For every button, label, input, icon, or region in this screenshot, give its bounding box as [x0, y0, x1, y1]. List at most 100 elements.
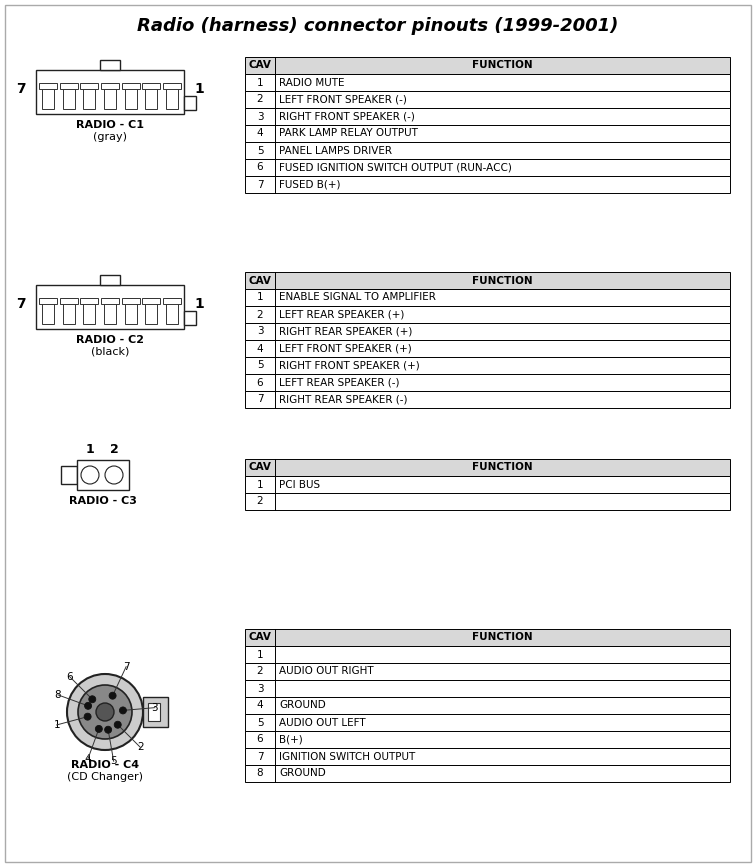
Text: CAV: CAV: [249, 462, 271, 473]
Text: 3: 3: [257, 112, 263, 121]
Text: AUDIO OUT RIGHT: AUDIO OUT RIGHT: [279, 667, 373, 676]
Bar: [39, 298, 57, 304]
Text: LEFT REAR SPEAKER (+): LEFT REAR SPEAKER (+): [279, 310, 404, 320]
Text: (gray): (gray): [93, 132, 127, 142]
Bar: [122, 298, 140, 304]
Text: 1: 1: [85, 443, 94, 456]
Circle shape: [81, 466, 99, 484]
Bar: [142, 83, 160, 89]
Text: FUSED B(+): FUSED B(+): [279, 179, 340, 190]
Text: 1: 1: [54, 720, 60, 730]
Bar: [163, 298, 181, 304]
Text: 7: 7: [257, 179, 263, 190]
Text: 3: 3: [257, 683, 263, 694]
Text: 1: 1: [257, 77, 263, 88]
Circle shape: [104, 727, 112, 733]
Bar: [104, 298, 116, 324]
Bar: [245, 74, 730, 91]
Bar: [83, 83, 95, 109]
Bar: [166, 298, 178, 324]
Circle shape: [85, 702, 91, 709]
Text: LEFT REAR SPEAKER (-): LEFT REAR SPEAKER (-): [279, 377, 399, 388]
Text: 4: 4: [257, 343, 263, 354]
Bar: [145, 298, 157, 324]
Text: 6: 6: [257, 162, 263, 173]
Bar: [245, 391, 730, 408]
Text: 2: 2: [257, 497, 263, 506]
Text: 1: 1: [194, 297, 204, 311]
Bar: [245, 306, 730, 323]
Text: 2: 2: [137, 742, 144, 753]
Bar: [245, 476, 730, 493]
Text: 6: 6: [257, 734, 263, 745]
Bar: [148, 703, 160, 721]
Bar: [245, 459, 730, 476]
Text: RADIO - C1: RADIO - C1: [76, 120, 144, 130]
Text: 7: 7: [257, 752, 263, 761]
Text: AUDIO OUT LEFT: AUDIO OUT LEFT: [279, 718, 366, 727]
Bar: [125, 298, 137, 324]
Bar: [184, 311, 196, 325]
Bar: [101, 298, 119, 304]
Text: 4: 4: [257, 701, 263, 710]
Text: IGNITION SWITCH OUTPUT: IGNITION SWITCH OUTPUT: [279, 752, 415, 761]
Text: (black): (black): [91, 347, 129, 357]
Bar: [245, 374, 730, 391]
Text: RIGHT FRONT SPEAKER (+): RIGHT FRONT SPEAKER (+): [279, 361, 420, 370]
Bar: [245, 731, 730, 748]
Text: CAV: CAV: [249, 633, 271, 642]
Text: 7: 7: [122, 662, 129, 672]
Text: 1: 1: [194, 82, 204, 96]
Bar: [36, 285, 184, 329]
Text: FUSED IGNITION SWITCH OUTPUT (RUN-ACC): FUSED IGNITION SWITCH OUTPUT (RUN-ACC): [279, 162, 512, 173]
Bar: [80, 83, 98, 89]
Bar: [166, 83, 178, 109]
Bar: [184, 96, 196, 110]
Bar: [245, 765, 730, 782]
Bar: [60, 298, 78, 304]
Text: 8: 8: [54, 690, 61, 700]
Text: 6: 6: [257, 377, 263, 388]
Bar: [245, 125, 730, 142]
Text: CAV: CAV: [249, 276, 271, 285]
Text: 3: 3: [257, 327, 263, 336]
Bar: [245, 142, 730, 159]
Text: 7: 7: [257, 394, 263, 405]
Bar: [245, 714, 730, 731]
Bar: [245, 108, 730, 125]
Bar: [143, 697, 168, 727]
Bar: [245, 176, 730, 193]
Circle shape: [78, 685, 132, 739]
Bar: [245, 340, 730, 357]
Text: FUNCTION: FUNCTION: [472, 462, 533, 473]
Text: 2: 2: [110, 443, 119, 456]
Text: 2: 2: [257, 95, 263, 105]
Text: GROUND: GROUND: [279, 701, 326, 710]
Text: 4: 4: [257, 128, 263, 139]
Text: ENABLE SIGNAL TO AMPLIFIER: ENABLE SIGNAL TO AMPLIFIER: [279, 292, 436, 303]
Text: CAV: CAV: [249, 61, 271, 70]
Bar: [42, 83, 54, 109]
Bar: [163, 83, 181, 89]
Circle shape: [105, 466, 123, 484]
Text: 1: 1: [257, 479, 263, 490]
Text: RADIO - C2: RADIO - C2: [76, 335, 144, 345]
Text: LEFT FRONT SPEAKER (-): LEFT FRONT SPEAKER (-): [279, 95, 407, 105]
Text: 5: 5: [257, 361, 263, 370]
Bar: [63, 298, 75, 324]
Bar: [245, 357, 730, 374]
Circle shape: [84, 714, 91, 720]
Circle shape: [119, 707, 126, 714]
Text: 2: 2: [257, 667, 263, 676]
Text: PANEL LAMPS DRIVER: PANEL LAMPS DRIVER: [279, 146, 392, 155]
Bar: [39, 83, 57, 89]
Text: RIGHT REAR SPEAKER (+): RIGHT REAR SPEAKER (+): [279, 327, 412, 336]
Bar: [245, 748, 730, 765]
Bar: [245, 493, 730, 510]
Bar: [100, 60, 120, 70]
Bar: [83, 298, 95, 324]
Bar: [245, 697, 730, 714]
Text: 4: 4: [85, 754, 91, 764]
Text: RADIO MUTE: RADIO MUTE: [279, 77, 345, 88]
Text: PARK LAMP RELAY OUTPUT: PARK LAMP RELAY OUTPUT: [279, 128, 418, 139]
